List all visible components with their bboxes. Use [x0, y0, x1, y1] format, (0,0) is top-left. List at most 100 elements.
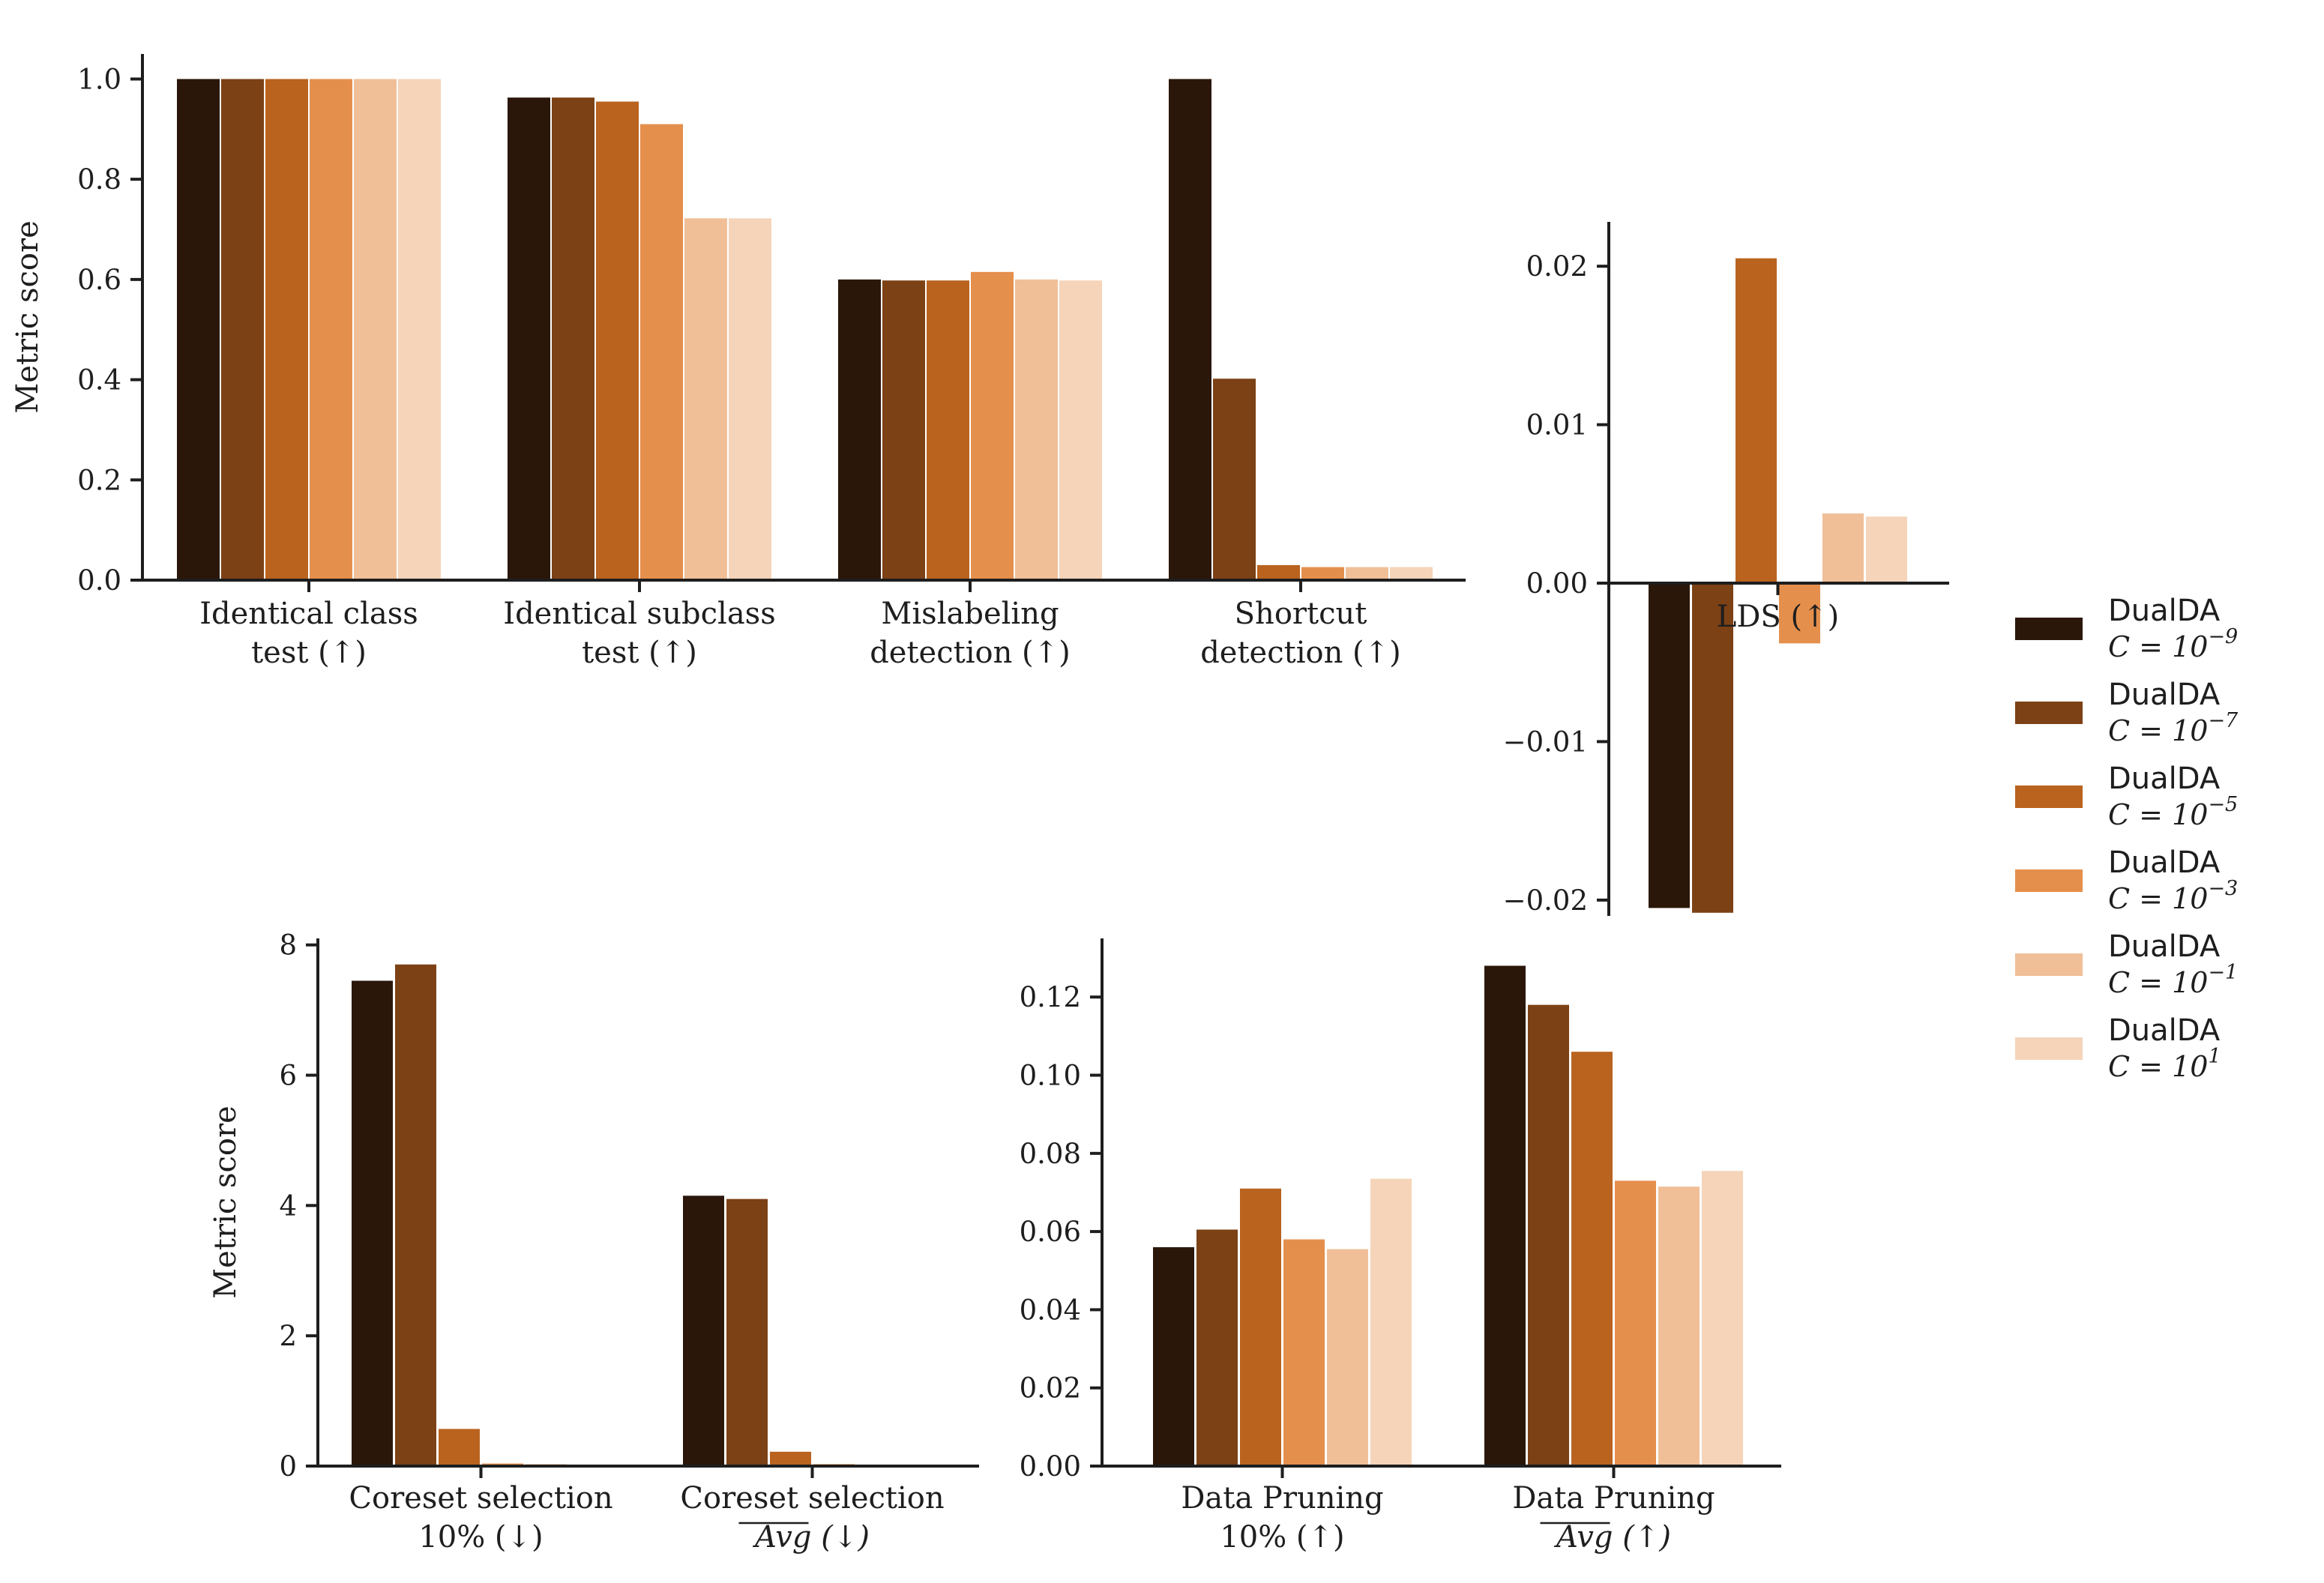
legend-c-label-5: C = 101	[2108, 1045, 2221, 1083]
bar-panel-main-c0-s1	[221, 79, 264, 580]
bar-panel-coreset-c0-s2	[439, 1429, 480, 1466]
legend-swatch-4	[2015, 953, 2083, 976]
bar-panel-lds-c0-s5	[1866, 516, 1907, 584]
panel-main-chart: Identical class test (↑) Identical subclas…	[10, 54, 1466, 670]
bar-panel-main-c3-s5	[1390, 567, 1433, 580]
legend-swatch-2	[2015, 786, 2083, 808]
bar-panel-main-c1-s1	[552, 97, 594, 580]
bar-panel-coreset-c1-s0	[683, 1195, 724, 1466]
y-tick-label-panel-lds-4: 0.02	[1526, 250, 1588, 283]
bar-panel-lds-c0-s0	[1649, 583, 1690, 908]
bar-panel-main-c2-s3	[971, 271, 1014, 580]
legend-c-label-4: C = 10−1	[2108, 961, 2238, 999]
bar-panel-main-c2-s4	[1015, 279, 1058, 580]
category-label-panel-pruning-1-0: Data Pruning	[1512, 1481, 1715, 1516]
legend-swatch-0	[2015, 618, 2083, 640]
bar-panel-main-c1-s2	[596, 101, 639, 580]
category-label-panel-coreset-1-0: Coreset selection	[680, 1481, 944, 1516]
bar-panel-main-c1-s4	[684, 218, 727, 580]
y-tick-label-panel-pruning-3: 0.06	[1020, 1216, 1081, 1248]
category-label-panel-pruning-0-0: Data Pruning	[1181, 1481, 1383, 1516]
bar-panel-main-c0-s3	[310, 79, 352, 580]
bar-panel-main-c2-s0	[838, 279, 881, 580]
panel-pruning-chart: Data Pruning 10% (↑) Data Pruning Avg (↑) 0.…	[1020, 938, 1781, 1555]
bar-panel-main-c1-s3	[640, 124, 683, 581]
bar-panel-coreset-c0-s0	[352, 980, 393, 1466]
bar-panel-lds-c0-s3	[1779, 583, 1820, 644]
bar-panel-main-c2-s1	[882, 280, 925, 580]
legend-swatch-5	[2015, 1037, 2083, 1060]
y-tick-label-panel-pruning-2: 0.04	[1020, 1294, 1081, 1326]
bar-panel-lds-c0-s4	[1822, 513, 1864, 584]
category-label-panel-main-0-0: Identical class	[199, 597, 418, 631]
bar-panel-main-c3-s3	[1301, 567, 1344, 580]
bar-panel-pruning-c0-s5	[1370, 1178, 1412, 1466]
bar-panel-pruning-c1-s1	[1528, 1004, 1569, 1466]
y-tick-label-panel-main-3: 0.6	[77, 264, 121, 296]
y-axis-label-panel-coreset: Metric score	[208, 1106, 243, 1299]
y-tick-label-panel-pruning-6: 0.12	[1020, 981, 1081, 1013]
y-tick-label-panel-lds-2: 0.00	[1526, 567, 1588, 600]
panel-lds-chart: LDS (↑) −0.02 −0.01 0.00 0.01 0.02	[1503, 222, 1949, 917]
bar-panel-lds-c0-s2	[1736, 258, 1777, 584]
bar-panel-pruning-c1-s3	[1615, 1181, 1656, 1466]
y-axis-label-panel-main: Metric score	[10, 220, 45, 414]
category-label-panel-main-3-1: detection (↑)	[1200, 636, 1401, 670]
bar-panel-pruning-c1-s0	[1484, 965, 1526, 1466]
bar-panel-lds-c0-s1	[1692, 583, 1733, 913]
bar-panel-coreset-c1-s1	[726, 1198, 768, 1466]
category-label-panel-main-2-0: Mislabeling	[881, 597, 1059, 631]
bar-panel-pruning-c0-s1	[1196, 1229, 1238, 1466]
bar-panel-main-c3-s0	[1169, 79, 1211, 580]
y-tick-label-panel-coreset-4: 8	[279, 929, 297, 962]
category-label-panel-main-0-1: test (↑)	[251, 636, 367, 670]
category-label-panel-pruning-0-1: 10% (↑)	[1220, 1520, 1344, 1555]
y-tick-label-panel-lds-3: 0.01	[1526, 409, 1588, 441]
panel-coreset-chart: Coreset selection 10% (↓) Coreset selectio…	[208, 929, 979, 1555]
y-tick-label-panel-pruning-1: 0.02	[1020, 1372, 1081, 1405]
legend-label-2: DualDA	[2108, 762, 2221, 796]
category-label-panel-coreset-0-1: 10% (↓)	[418, 1520, 543, 1555]
category-label-panel-main-1-0: Identical subclass	[503, 597, 775, 631]
y-tick-label-panel-lds-1: −0.01	[1503, 726, 1588, 758]
category-label-panel-main-3-0: Shortcut	[1235, 597, 1367, 631]
bar-panel-main-c3-s4	[1346, 567, 1388, 580]
legend-c-label-3: C = 10−3	[2108, 877, 2238, 915]
category-label-panel-main-1-1: test (↑)	[582, 636, 697, 670]
bar-panel-main-c2-s5	[1059, 280, 1102, 580]
bar-panel-main-c0-s4	[354, 79, 397, 580]
y-tick-label-panel-pruning-0: 0.00	[1020, 1450, 1081, 1483]
bar-panel-main-c1-s0	[508, 97, 550, 580]
y-tick-label-panel-main-0: 0.0	[77, 564, 121, 597]
bar-panel-pruning-c1-s4	[1658, 1187, 1700, 1466]
bar-panel-pruning-c0-s0	[1153, 1246, 1194, 1466]
y-tick-label-panel-main-5: 1.0	[77, 63, 121, 95]
category-label-panel-lds-0-0: LDS (↑)	[1717, 600, 1839, 634]
y-tick-label-panel-coreset-0: 0	[279, 1450, 297, 1483]
bar-panel-main-c1-s5	[729, 218, 771, 580]
bar-panel-main-c3-s1	[1213, 379, 1256, 580]
bar-panel-pruning-c0-s2	[1240, 1188, 1281, 1466]
y-tick-label-panel-lds-0: −0.02	[1503, 884, 1588, 917]
legend-c-label-2: C = 10−5	[2108, 793, 2238, 831]
bar-panel-main-c3-s2	[1257, 564, 1300, 580]
bar-panel-pruning-c0-s4	[1327, 1249, 1368, 1466]
bar-panel-pruning-c1-s2	[1571, 1052, 1613, 1466]
y-tick-label-panel-main-2: 0.4	[77, 364, 121, 396]
bar-panel-main-c0-s5	[398, 79, 441, 580]
category-label-panel-main-2-1: detection (↑)	[870, 636, 1071, 670]
bar-panel-pruning-c0-s3	[1283, 1239, 1325, 1466]
y-tick-label-panel-main-1: 0.2	[77, 464, 121, 496]
y-tick-label-panel-pruning-5: 0.10	[1020, 1060, 1081, 1092]
legend-label-3: DualDA	[2108, 845, 2221, 880]
bar-panel-main-c0-s0	[177, 79, 220, 580]
legend-label-4: DualDA	[2108, 929, 2221, 964]
y-tick-label-panel-pruning-4: 0.08	[1020, 1138, 1081, 1170]
legend-label-1: DualDA	[2108, 678, 2221, 712]
legend-label-0: DualDA	[2108, 594, 2221, 628]
bar-panel-coreset-c0-s1	[395, 964, 436, 1466]
bar-panel-main-c0-s2	[265, 79, 308, 580]
legend-swatch-3	[2015, 869, 2083, 892]
y-tick-label-panel-main-4: 0.8	[77, 163, 121, 196]
